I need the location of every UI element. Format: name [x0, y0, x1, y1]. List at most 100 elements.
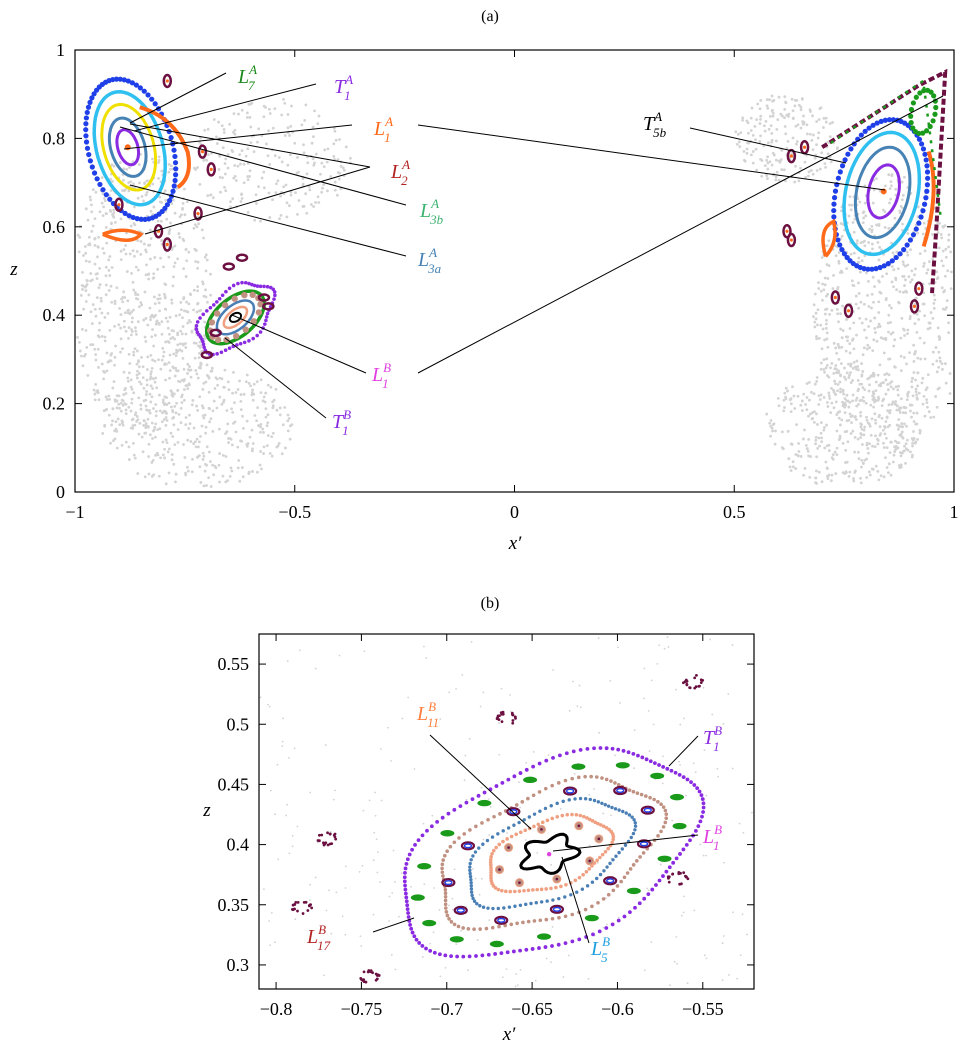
island-orbit-blue [83, 121, 89, 127]
chaos-point [656, 662, 659, 665]
chaos-point [288, 852, 291, 855]
island-orbit-steel [527, 815, 532, 819]
chaos-point [914, 387, 918, 391]
chaos-point [854, 365, 857, 369]
island-L11B [460, 841, 476, 851]
island-orbit-salmon [550, 816, 555, 821]
island-orbit-T1B [403, 866, 408, 871]
chaos-point [236, 445, 240, 449]
chaos-point [780, 430, 784, 434]
chaos-point [732, 911, 734, 914]
chaos-point [251, 388, 255, 392]
chaos-point [900, 198, 904, 202]
chaos-point [255, 419, 258, 423]
chaos-point [185, 200, 189, 204]
chaos-point [227, 441, 231, 444]
chaos-point [735, 142, 739, 146]
chaos-point [770, 132, 774, 135]
chaos-point [186, 465, 189, 469]
chaos-point [793, 407, 797, 410]
chaos-point [179, 342, 182, 346]
chaos-point [94, 190, 98, 194]
chaos-point [176, 428, 180, 432]
chaos-point [164, 378, 167, 382]
island-orbit-T1B [402, 879, 407, 884]
chaos-point [291, 845, 294, 848]
island-orbit-T1B [616, 747, 621, 752]
chaos-point [119, 249, 123, 253]
chaos-point [180, 213, 183, 217]
chaos-point [117, 394, 121, 398]
chaos-point [909, 450, 912, 454]
chaos-point [180, 308, 183, 312]
label-subscript: 1 [384, 130, 391, 145]
chaos-point [898, 411, 902, 414]
island-orbit-blue [133, 82, 139, 88]
chaos-point [819, 323, 823, 327]
chaos-point [753, 125, 757, 128]
island-orbit-T1B [247, 281, 251, 286]
chaos-point [193, 440, 197, 444]
chaos-point [814, 317, 818, 321]
chaos-point [203, 413, 207, 417]
chaos-point [817, 336, 821, 340]
chaos-point [132, 453, 136, 457]
island-band [583, 774, 587, 779]
chaos-point [881, 337, 885, 341]
island-orbit-T1B [420, 944, 425, 948]
panel-b-frame [258, 633, 755, 990]
island-orbit-T1B [263, 322, 267, 326]
chaos-point [136, 196, 140, 200]
chaos-point [702, 854, 705, 857]
chaos-point [919, 357, 923, 361]
chaos-point [115, 429, 119, 433]
chaos-point [925, 398, 928, 402]
chaos-point [813, 382, 817, 386]
chaos-point [228, 474, 232, 478]
chaos-point [222, 131, 226, 134]
chaos-point [823, 370, 826, 374]
chaos-point [181, 201, 185, 205]
island-band [478, 927, 482, 931]
island-orbit-T1B [530, 947, 535, 951]
chaos-point [897, 418, 901, 421]
island-band [441, 874, 445, 878]
chaos-point [375, 838, 378, 841]
chaos-point [857, 402, 860, 406]
chaos-point [886, 383, 889, 386]
chaos-point [873, 398, 877, 402]
chaos-point [799, 455, 803, 458]
chaos-point [850, 203, 854, 207]
chaos-point [283, 134, 287, 137]
chaos-point [422, 822, 425, 825]
label-base: L [590, 938, 602, 960]
chaos-point [928, 260, 931, 264]
chaos-point [115, 286, 119, 290]
chaos-point [400, 872, 403, 875]
chaos-point [759, 117, 762, 121]
island-orbit-steel [631, 831, 636, 836]
chaos-point [394, 968, 397, 971]
chaos-point [197, 222, 201, 226]
chaos-point [870, 306, 873, 310]
chaos-point [124, 402, 128, 406]
chaos-point [914, 440, 918, 444]
chaos-point [917, 391, 921, 395]
chaos-point [768, 115, 772, 118]
chaos-point [171, 336, 175, 339]
island-orbit-steel [561, 799, 565, 804]
chaos-point [782, 409, 786, 413]
satellite-center [833, 295, 837, 300]
panel-b-axes: −0.8 −0.75 −0.7 −0.65 −0.6 −0.550.30.350.40.4… [218, 634, 754, 1019]
chaos-point [888, 187, 892, 191]
chaos-point [172, 265, 176, 268]
island-orbit-salmon [577, 875, 582, 880]
chaos-point [196, 285, 200, 289]
chaos-point [87, 235, 91, 239]
chaos-point [101, 432, 105, 435]
chaos-point [808, 132, 812, 136]
chaos-point [126, 379, 130, 383]
chaos-point [816, 136, 820, 140]
chaos-point [269, 944, 271, 946]
chaos-point [867, 241, 871, 244]
